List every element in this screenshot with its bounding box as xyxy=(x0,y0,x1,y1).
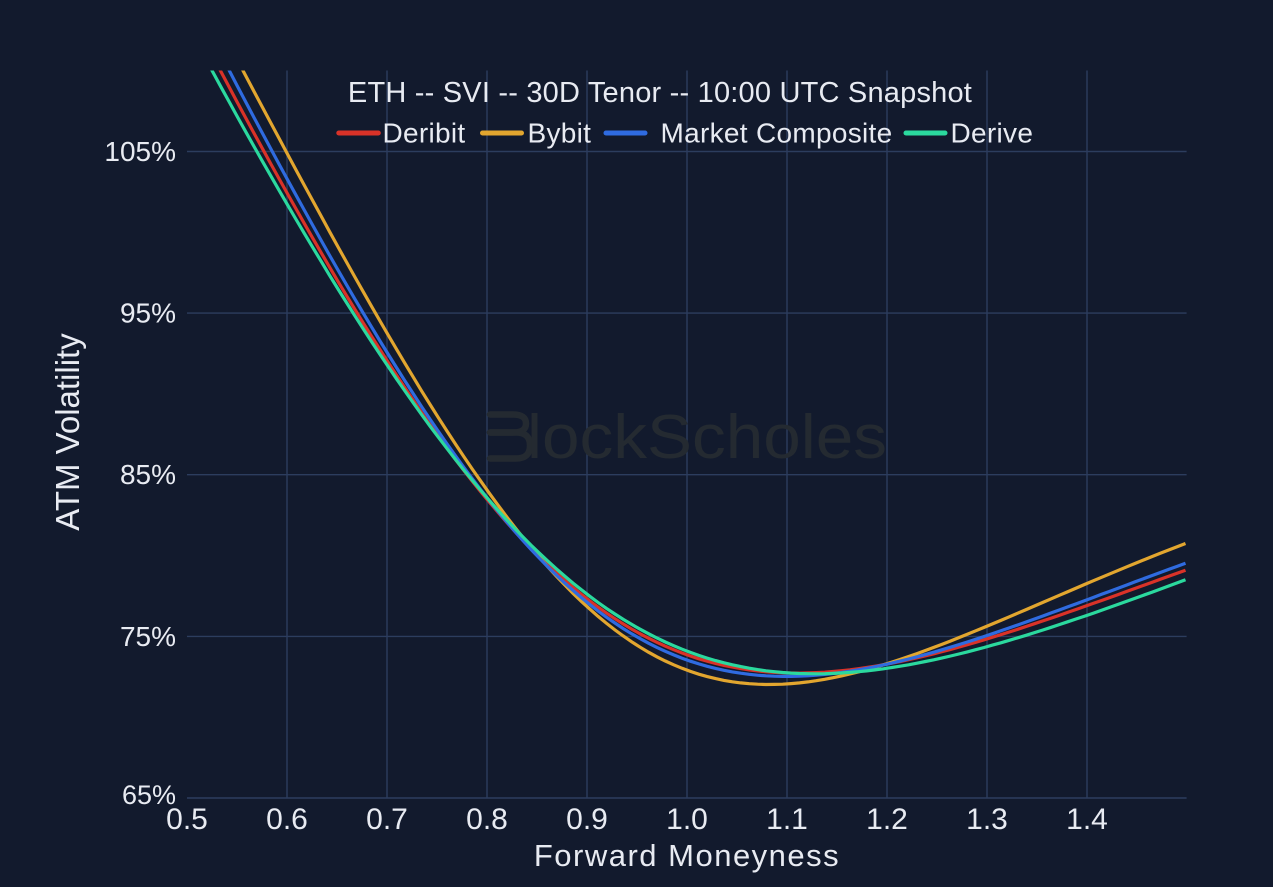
svg-text:0.5: 0.5 xyxy=(166,803,208,836)
svg-text:1.4: 1.4 xyxy=(1066,803,1108,836)
svg-text:Forward Moneyness: Forward Moneyness xyxy=(534,838,840,873)
svg-text:Bybit: Bybit xyxy=(528,118,592,149)
svg-text:65%: 65% xyxy=(122,780,176,810)
svg-text:1.0: 1.0 xyxy=(666,803,708,836)
svg-text:0.6: 0.6 xyxy=(266,803,308,836)
svg-text:ETH -- SVI -- 30D Tenor -- 10:: ETH -- SVI -- 30D Tenor -- 10:00 UTC Sna… xyxy=(348,77,972,109)
svg-text:ATM Volatility: ATM Volatility xyxy=(49,333,86,531)
svg-text:0.9: 0.9 xyxy=(566,803,608,836)
svg-text:Market Composite: Market Composite xyxy=(661,118,893,149)
svg-text:105%: 105% xyxy=(104,136,176,167)
svg-text:95%: 95% xyxy=(120,298,176,329)
svg-text:0.7: 0.7 xyxy=(366,803,408,836)
svg-text:Derive: Derive xyxy=(951,118,1034,149)
svg-text:1.2: 1.2 xyxy=(866,803,908,836)
svg-text:75%: 75% xyxy=(120,621,176,652)
svg-text:85%: 85% xyxy=(120,459,176,490)
svg-text:1.3: 1.3 xyxy=(966,803,1008,836)
svg-text:Deribit: Deribit xyxy=(383,118,466,149)
svg-text:0.8: 0.8 xyxy=(466,803,508,836)
svg-text:lockScholes: lockScholes xyxy=(527,403,887,472)
svg-text:1.1: 1.1 xyxy=(766,803,808,836)
